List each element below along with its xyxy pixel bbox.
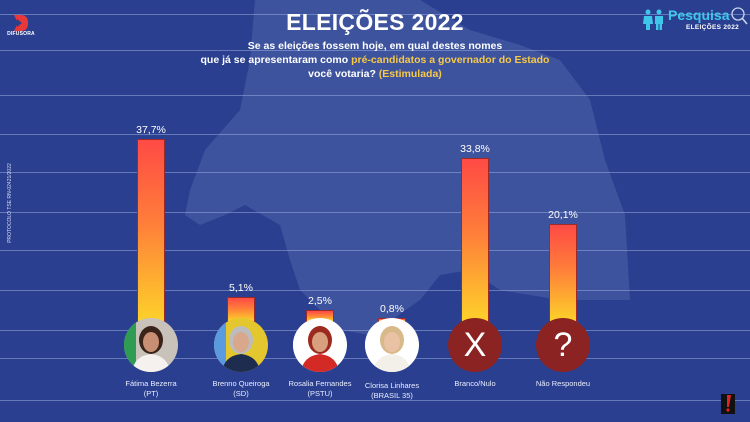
question-line-2-text: que já se apresentaram como: [200, 54, 352, 66]
candidate-party: (SD): [233, 388, 249, 398]
value-label: 2,5%: [308, 294, 332, 307]
value-label: 0,8%: [380, 303, 404, 316]
bar: [227, 297, 255, 322]
gridline: [0, 250, 750, 251]
station-logo-text: DIFUSORA: [7, 31, 35, 37]
question-line-3: você votaria? (Estimulada): [175, 67, 575, 81]
question-line-2: que já se apresentaram como pré-candidat…: [175, 53, 575, 67]
value-label: 20,1%: [548, 209, 578, 222]
gridline: [0, 95, 750, 96]
difusora-logo-icon: [14, 15, 28, 31]
category-label: Brenno Queiroga (SD): [196, 379, 286, 398]
gridline: [0, 290, 750, 291]
question-highlight: pré-candidatos a governador do Estado: [351, 54, 550, 66]
bar: [461, 157, 489, 322]
candidate-name: Fátima Bezerra: [125, 379, 177, 388]
bar: [137, 139, 165, 322]
candidate-photo: [365, 318, 419, 372]
value-label: 37,7%: [136, 124, 166, 136]
gridline: [0, 172, 750, 173]
question-text: Se as eleições fossem hoje, em qual dest…: [175, 39, 575, 81]
person-icon: [214, 318, 260, 372]
gridline: [0, 134, 750, 135]
person-icon: [124, 318, 170, 372]
category-label: Clorisa Linhares (BRASIL 35): [347, 381, 437, 400]
candidate-name: Não Respondeu: [535, 379, 591, 388]
gridline: [0, 400, 750, 401]
people-icon: [643, 9, 663, 30]
blank-null-icon: X: [448, 318, 502, 372]
category-label: Fátima Bezerra (PT): [106, 379, 196, 398]
candidate-name: Rosalia Fernandes: [288, 379, 352, 388]
candidate-photo: [214, 318, 268, 372]
page-title: ELEIÇÕES 2022: [286, 9, 464, 35]
gridline: [0, 212, 750, 213]
question-mark-icon: ?: [536, 318, 590, 372]
candidate-name: Branco/Nulo: [454, 379, 496, 388]
person-icon: [365, 318, 411, 372]
question-type: (Estimulada): [378, 68, 442, 80]
category-label: Não Respondeu: [518, 379, 608, 389]
station-logo: DIFUSORA: [5, 14, 37, 37]
person-icon: [293, 318, 339, 372]
category-label: Rosalia Fernandes (PSTU): [275, 379, 365, 398]
value-label: 5,1%: [229, 282, 253, 295]
candidate-photo: [293, 318, 347, 372]
poll-brand-name: Pesquisa: [668, 7, 730, 23]
footer-logo: [721, 394, 735, 414]
protocol-number: PROTOCOLO TSE RN-02421/2022: [7, 163, 13, 243]
question-line-3-text: você votaria?: [308, 68, 379, 80]
candidate-photo: [124, 318, 178, 372]
value-label: 33,8%: [460, 142, 490, 155]
gridline: [0, 50, 750, 51]
magnifier-icon: [731, 7, 748, 25]
candidate-party: (BRASIL 35): [371, 390, 413, 400]
symbol-glyph: ?: [553, 325, 573, 364]
poll-brand-subtitle: ELEIÇÕES 2022: [686, 24, 740, 31]
bar: [549, 224, 577, 322]
category-label: Branco/Nulo: [430, 379, 520, 389]
candidate-party: (PT): [143, 388, 159, 398]
symbol-glyph: X: [463, 325, 487, 364]
poll-brand: Pesquisa ELEIÇÕES 2022: [640, 4, 750, 36]
exclamation-logo-icon: [726, 395, 731, 412]
candidate-party: (PSTU): [307, 388, 333, 398]
candidate-name: Clorisa Linhares: [364, 381, 420, 390]
question-line-1: Se as eleições fossem hoje, em qual dest…: [247, 40, 503, 52]
candidate-name: Brenno Queiroga: [212, 379, 270, 388]
gridline: [0, 14, 750, 15]
